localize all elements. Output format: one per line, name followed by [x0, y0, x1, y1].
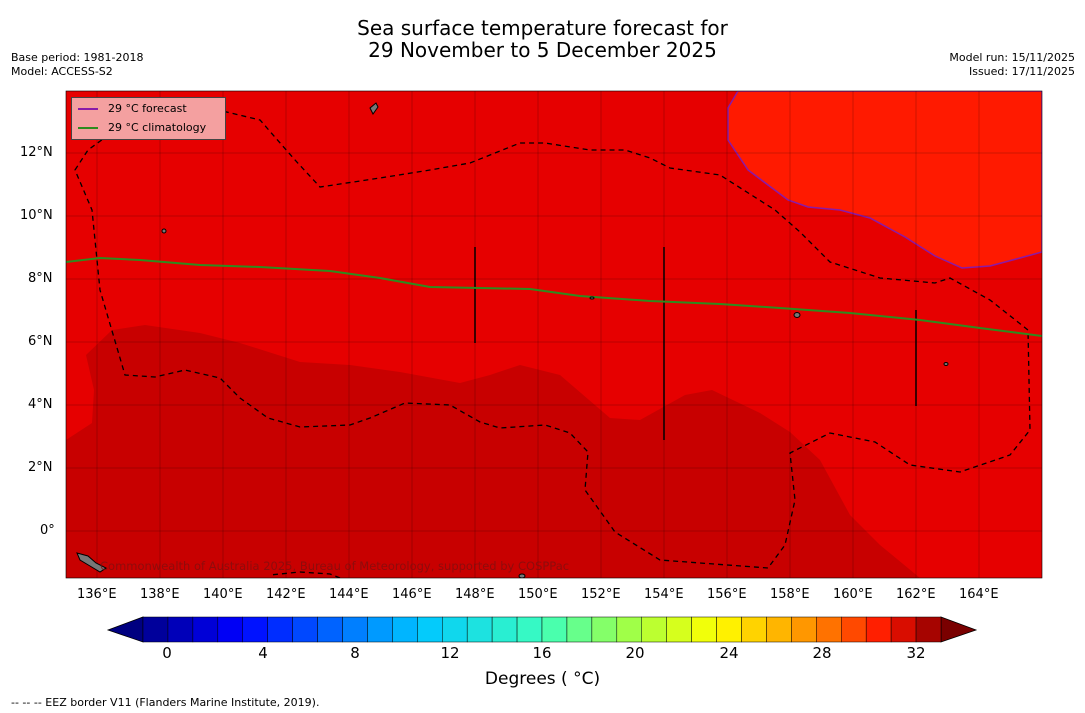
eez-border-se — [269, 571, 341, 578]
colorbar-cell — [666, 616, 692, 643]
colorbar-cell — [865, 616, 892, 643]
base-period-label: Base period: 1981-2018 — [11, 51, 144, 64]
legend-forecast-label: 29 °C forecast — [108, 102, 187, 115]
sst-region-above-31 — [727, 91, 1042, 269]
colorbar-cell — [741, 616, 767, 643]
colorbar-tick-4: 4 — [258, 644, 268, 662]
colorbar-cell — [616, 616, 642, 643]
lat-label-2n: 2°N — [28, 460, 53, 475]
colorbar-cell — [466, 616, 493, 643]
lon-label-142e: 142°E — [266, 587, 306, 602]
colorbar-cell — [292, 616, 318, 643]
lon-label-158e: 158°E — [770, 587, 810, 602]
map-frame — [65, 90, 1043, 579]
colorbar-cell — [890, 616, 917, 643]
colorbar-tick-32: 32 — [906, 644, 926, 662]
colorbar-cell — [816, 616, 842, 643]
climatology-29c-line — [66, 256, 1042, 337]
lon-label-152e: 152°E — [581, 587, 621, 602]
colorbar-cell — [192, 616, 219, 643]
lon-label-156e: 156°E — [707, 587, 747, 602]
lon-label-136e: 136°E — [77, 587, 117, 602]
colorbar-cell — [915, 616, 942, 643]
colorbar-cell — [491, 616, 518, 643]
colorbar-min-arrow — [106, 616, 144, 643]
lat-label-10n: 10°N — [20, 208, 53, 223]
colorbar-cell — [566, 616, 593, 643]
colorbar-cell — [442, 616, 468, 643]
colorbar-cell — [342, 616, 368, 643]
colorbar-cell — [317, 616, 343, 643]
chart-title-line2: 29 November to 5 December 2025 — [368, 38, 717, 62]
colorbar-cell — [516, 616, 543, 643]
map-legend: 29 °C forecast 29 °C climatology — [71, 97, 226, 140]
islands — [76, 102, 949, 578]
legend-climatology-label: 29 °C climatology — [108, 121, 207, 134]
colorbar-cell — [791, 616, 817, 643]
eez-border — [74, 107, 1031, 569]
colorbar-cell — [716, 616, 742, 643]
eez-footnote: -- -- -- EEZ border V11 (Flanders Marine… — [11, 696, 320, 709]
lon-label-164e: 164°E — [959, 587, 999, 602]
lat-label-4n: 4°N — [28, 397, 53, 412]
model-label: Model: ACCESS-S2 — [11, 65, 113, 78]
colorbar-tick-16: 16 — [532, 644, 552, 662]
lat-label-0: 0° — [40, 523, 55, 538]
colorbar-cell — [167, 616, 194, 643]
colorbar-cell — [541, 616, 568, 643]
eez-boundary-segments — [474, 247, 917, 440]
issued-label: Issued: 17/11/2025 — [968, 65, 1075, 78]
colorbar-tick-8: 8 — [350, 644, 360, 662]
colorbar-cell — [591, 616, 618, 643]
colorbar-cell — [691, 616, 717, 643]
sst-region-30-31 — [66, 325, 920, 578]
colorbar-cell — [766, 616, 792, 643]
lon-label-160e: 160°E — [833, 587, 873, 602]
colorbar-tick-28: 28 — [812, 644, 832, 662]
colorbar-cell — [267, 616, 293, 643]
colorbar-cell — [417, 616, 443, 643]
colorbar-cell — [392, 616, 418, 643]
colorbar-tick-20: 20 — [625, 644, 645, 662]
lon-label-150e: 150°E — [518, 587, 558, 602]
lat-label-12n: 12°N — [20, 145, 53, 160]
lon-label-162e: 162°E — [896, 587, 936, 602]
lon-label-154e: 154°E — [644, 587, 684, 602]
chart-title-line1: Sea surface temperature forecast for — [357, 16, 728, 40]
colorbar-tick-24: 24 — [719, 644, 739, 662]
lat-label-8n: 8°N — [28, 271, 53, 286]
forecast-line-swatch — [78, 107, 98, 110]
colorbar-label: Degrees ( °C) — [484, 669, 601, 689]
colorbar-cell — [641, 616, 667, 643]
lon-label-144e: 144°E — [329, 587, 369, 602]
lon-label-146e: 146°E — [392, 587, 432, 602]
lon-label-140e: 140°E — [203, 587, 243, 602]
lat-label-6n: 6°N — [28, 334, 53, 349]
colorbar-cell — [217, 616, 243, 643]
climatology-line-swatch — [78, 126, 98, 129]
map-credit: Commonwealth of Australia 2025, Bureau o… — [100, 559, 570, 573]
colorbar-max-arrow — [940, 616, 978, 643]
model-run-label: Model run: 15/11/2025 — [949, 51, 1075, 64]
lon-label-148e: 148°E — [455, 587, 495, 602]
colorbar-cell — [242, 616, 268, 643]
colorbar-tick-12: 12 — [440, 644, 460, 662]
colorbar-cell — [367, 616, 393, 643]
colorbar-cell — [142, 616, 169, 643]
colorbar-cell — [841, 616, 867, 643]
lon-label-138e: 138°E — [140, 587, 180, 602]
colorbar-tick-0: 0 — [162, 644, 172, 662]
